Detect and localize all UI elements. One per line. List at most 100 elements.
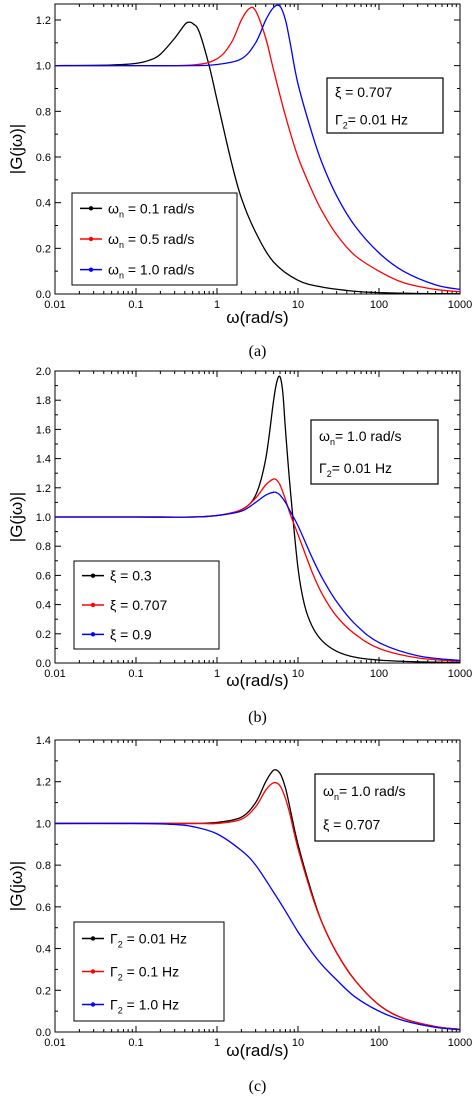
x-tick-label: 0.1 [128, 1037, 143, 1049]
legend-swatch-marker [90, 936, 96, 941]
y-tick-label: 1.0 [36, 818, 51, 830]
parameter-line-2-value: = 0.01 Hz [348, 111, 408, 127]
y-tick-label: 0.8 [36, 541, 51, 553]
legend: ωn = 0.1 rad/sωn = 0.5 rad/sωn = 1.0 rad… [71, 192, 238, 286]
legend-entry-1: ξ = 0.3 [110, 568, 152, 584]
y-tick-label: 0.0 [36, 289, 51, 301]
parameter-line-2: ξ = 0.707 [323, 816, 380, 832]
y-tick-label: 0.6 [36, 152, 51, 164]
legend-entry-2-symbol: ξ [110, 597, 116, 613]
parameter-line-1-value: = 1.0 rad/s [339, 783, 406, 799]
x-tick-label: 1000 [448, 1037, 472, 1049]
parameter-line-2-value: = 0.707 [329, 816, 380, 832]
y-tick-label: 1.6 [36, 424, 51, 436]
y-tick-label: 0.2 [36, 985, 51, 997]
y-tick-label: 0.6 [36, 902, 51, 914]
x-axis-label: ω(rad/s) [226, 1041, 288, 1060]
y-tick-label: 1.2 [36, 483, 51, 495]
legend-entry-1-value: = 0.3 [116, 568, 152, 584]
y-axis-label: |G(jω)| [7, 124, 26, 174]
y-tick-label: 1.2 [36, 15, 51, 27]
chart-panel-b: 0.01 0.1 1 10 100 1000 0.0 0.2 0.4 0.6 0.8 1.0 1.2 1.… [7, 366, 472, 726]
parameter-line-1-subscript: n [330, 437, 335, 447]
parameter-line-1-symbol: ω [323, 783, 334, 799]
chart-panel-a: 0.01 0.1 1 10 100 10000.00.20.40.60.81.01.2ω(… [7, 3, 472, 360]
legend-entry-3-subscript: n [119, 271, 124, 281]
x-tick-label: 0.1 [128, 299, 143, 311]
x-tick-label: 1000 [448, 668, 472, 680]
chart-panel-c: 0.01 0.1 1 10 100 1000 0.0 0.2 0.4 0.6 0.8 1.0 1.2 1.… [7, 735, 472, 1095]
x-tick-label: 1 [214, 299, 220, 311]
parameter-box: ξ = 0.707 Γ2= 0.01 Hz [326, 77, 444, 134]
x-tick-label: 1000 [448, 299, 472, 311]
parameter-box-frame [326, 77, 444, 134]
legend-entry-1-subscript: n [119, 209, 124, 219]
legend-entry-2-value: = 0.707 [116, 597, 167, 613]
legend-entry-3-symbol: ω [108, 262, 119, 278]
series-line-3 [55, 822, 460, 1031]
x-tick-label: 10 [292, 668, 304, 680]
y-tick-label: 0.0 [36, 658, 51, 670]
legend-swatch-marker [90, 573, 96, 578]
legend-entry-1-symbol: ω [108, 200, 119, 216]
x-tick-label: 1 [214, 1037, 220, 1049]
y-tick-label: 0.8 [36, 860, 51, 872]
legend-entry-3-symbol: Γ [110, 997, 118, 1013]
y-tick-label: 0.8 [36, 106, 51, 118]
parameter-box: ωn= 1.0 rad/s Γ2= 0.01 Hz [310, 419, 439, 485]
legend-swatch-marker [90, 1002, 96, 1007]
y-tick-label: 2.0 [36, 366, 51, 378]
parameter-line-2-value: = 0.01 Hz [332, 460, 392, 476]
y-tick-label: 0.4 [36, 600, 51, 612]
parameter-line-2-subscript: 2 [343, 120, 348, 130]
parameter-line-1-subscript: n [334, 792, 339, 802]
y-tick-label: 1.2 [36, 777, 51, 789]
legend-entry-3-value: = 1.0 rad/s [124, 262, 194, 278]
x-tick-label: 100 [370, 668, 388, 680]
x-tick-label: 0.01 [44, 299, 65, 311]
x-tick-label: 1 [214, 668, 220, 680]
legend-swatch-marker [90, 969, 96, 974]
legend-entry-2-value: = 0.5 rad/s [124, 231, 194, 247]
parameter-line-2-symbol: Γ [319, 460, 327, 476]
x-tick-label: 0.1 [128, 668, 143, 680]
y-tick-label: 0.4 [36, 198, 51, 210]
parameter-line-1-value: = 1.0 rad/s [335, 428, 402, 444]
y-tick-label: 1.4 [36, 454, 51, 466]
legend-entry-1: Γ2 = 0.01 Hz [110, 931, 187, 950]
parameter-line-1-value: = 0.707 [341, 84, 392, 100]
legend-entry-2-subscript: 2 [118, 973, 123, 983]
x-tick-label: 0.01 [44, 668, 65, 680]
legend-entry-1: ωn = 0.1 rad/s [108, 200, 194, 219]
legend-entry-3-value: = 1.0 Hz [123, 997, 179, 1013]
legend-swatch-marker [90, 602, 96, 608]
series-line-2 [55, 781, 460, 1030]
legend-swatch-marker [88, 267, 94, 272]
parameter-line-1: ωn= 1.0 rad/s [319, 428, 402, 447]
parameter-line-1-symbol: ξ [335, 84, 341, 100]
parameter-line-1: ξ = 0.707 [335, 84, 392, 100]
legend-entry-1-symbol: ξ [110, 568, 116, 584]
legend-entry-3: ωn = 1.0 rad/s [108, 262, 194, 281]
legend-entry-2: ωn = 0.5 rad/s [108, 231, 194, 250]
legend-entry-3-symbol: ξ [110, 626, 116, 642]
parameter-box-frame [310, 419, 439, 485]
x-axis-label: ω(rad/s) [226, 308, 288, 327]
y-tick-label: 0.2 [36, 243, 51, 255]
y-tick-label: 1.8 [36, 395, 51, 407]
parameter-line-1-symbol: ω [319, 428, 330, 444]
x-axis-label: ω(rad/s) [226, 671, 288, 690]
y-tick-label: 0.4 [36, 944, 51, 956]
series-line-1 [55, 21, 460, 294]
series-line-2 [55, 6, 460, 293]
legend-entry-2-subscript: n [119, 240, 124, 250]
parameter-line-2: Γ2= 0.01 Hz [335, 111, 408, 130]
x-tick-label: 10 [292, 1037, 304, 1049]
legend-entry-2-symbol: ω [108, 231, 119, 247]
y-tick-label: 0.0 [36, 1027, 51, 1039]
plot-frame [54, 3, 461, 295]
legend-entry-1-value: = 0.01 Hz [123, 931, 187, 947]
